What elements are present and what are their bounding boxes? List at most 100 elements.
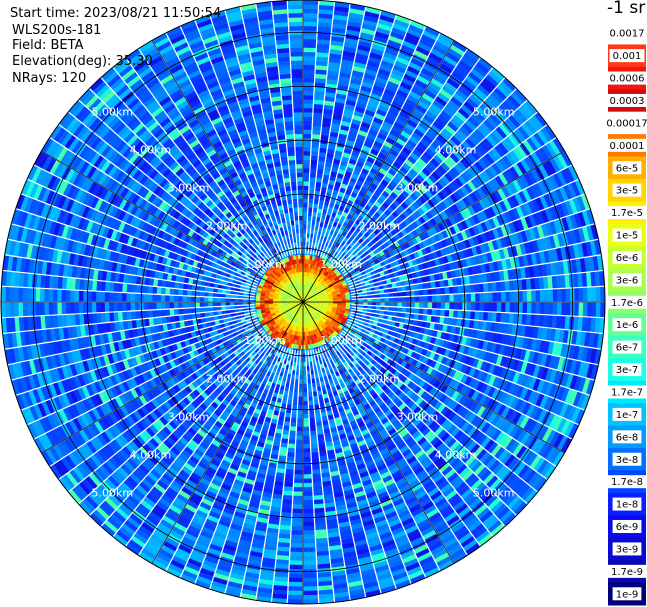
data-cell	[289, 555, 304, 562]
data-cell	[292, 495, 304, 501]
data-cell	[296, 409, 304, 415]
data-cell	[302, 133, 313, 139]
data-cell	[302, 499, 314, 506]
data-cell	[302, 560, 318, 566]
data-cell	[293, 474, 304, 480]
data-cell	[290, 525, 304, 531]
data-cell	[308, 181, 316, 187]
data-cell	[406, 296, 412, 303]
data-cell	[457, 293, 463, 303]
data-cell	[309, 421, 317, 428]
data-cell	[302, 504, 315, 510]
data-cell	[309, 434, 318, 441]
data-cell	[401, 296, 407, 303]
data-cell	[302, 525, 316, 531]
data-cell	[302, 508, 315, 514]
data-cell	[302, 413, 310, 419]
data-cell	[435, 308, 442, 317]
data-cell	[505, 301, 511, 314]
data-cell	[302, 142, 312, 148]
data-cell	[565, 287, 571, 303]
data-cell	[544, 301, 550, 316]
data-cell	[302, 120, 313, 126]
data-cell	[302, 8, 319, 14]
data-cell	[288, 577, 304, 583]
data-cell	[561, 301, 567, 317]
data-cell	[345, 296, 351, 300]
data-cell	[288, 434, 297, 441]
data-cell	[302, 64, 316, 70]
data-cell	[288, 573, 304, 579]
data-cell	[289, 543, 304, 549]
data-cell	[436, 301, 442, 310]
data-cell	[561, 287, 567, 303]
data-cell	[444, 301, 450, 310]
data-cell	[531, 289, 537, 303]
data-cell	[436, 294, 442, 303]
data-cell	[302, 469, 313, 475]
data-cell	[302, 564, 318, 570]
data-cell	[310, 443, 319, 449]
data-cell	[302, 185, 310, 191]
data-cell	[302, 555, 317, 562]
data-cell	[302, 17, 319, 23]
data-cell	[302, 47, 317, 53]
data-cell	[453, 293, 459, 303]
data-cell	[457, 309, 463, 319]
data-cell	[401, 301, 407, 308]
data-cell	[302, 443, 311, 449]
data-cell	[500, 301, 507, 313]
data-cell	[297, 400, 304, 406]
data-cell	[483, 292, 489, 303]
data-cell	[291, 512, 304, 518]
data-cell	[308, 417, 316, 423]
data-cell	[574, 301, 580, 317]
data-cell	[309, 168, 318, 174]
data-cell	[440, 308, 446, 318]
data-cell	[548, 288, 554, 303]
data-cell	[302, 581, 319, 587]
data-cell	[595, 301, 601, 318]
data-cell	[522, 301, 528, 314]
data-cell	[293, 469, 304, 475]
data-cell	[289, 551, 304, 557]
data-cell	[302, 594, 319, 600]
data-cell	[302, 90, 315, 96]
data-cell	[287, 443, 296, 449]
data-cell	[293, 465, 304, 471]
data-cell	[466, 301, 472, 312]
data-cell	[294, 452, 304, 458]
data-cell	[302, 168, 311, 173]
data-cell	[302, 34, 318, 40]
data-cell	[302, 543, 317, 549]
data-cell	[302, 577, 318, 583]
data-cell	[302, 189, 310, 195]
data-cell	[297, 405, 304, 411]
data-cell	[440, 301, 446, 310]
data-cell	[302, 551, 317, 557]
data-cell	[310, 142, 320, 148]
data-cell	[302, 491, 314, 497]
data-cell	[302, 42, 317, 49]
data-cell	[286, 456, 296, 462]
data-cell	[453, 301, 459, 311]
data-cell	[288, 560, 304, 566]
data-cell	[419, 295, 425, 303]
data-cell	[539, 301, 545, 315]
data-cell	[578, 287, 584, 303]
data-cell	[302, 21, 318, 27]
data-cell	[422, 288, 429, 296]
data-cell	[302, 547, 317, 553]
data-cell	[302, 111, 314, 117]
data-cell	[290, 538, 304, 544]
data-cell	[302, 176, 310, 182]
data-cell	[435, 287, 442, 296]
data-cell	[492, 301, 498, 313]
data-cell	[295, 435, 304, 441]
data-cell	[302, 4, 319, 10]
data-cell	[302, 452, 312, 458]
data-cell	[452, 285, 459, 295]
data-cell	[309, 439, 319, 445]
data-cell	[302, 465, 313, 471]
data-cell	[302, 418, 310, 424]
